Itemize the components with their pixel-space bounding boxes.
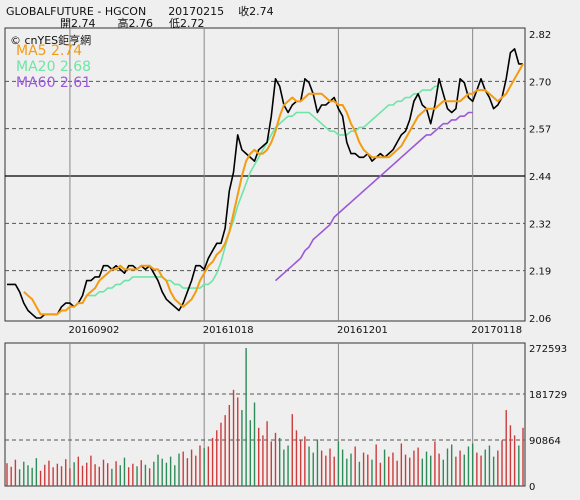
legend-ma60: MA60 2.61	[16, 75, 92, 91]
volume-y-tick-label: 181729	[529, 390, 567, 401]
date-tick-label: 20160902	[68, 325, 119, 336]
legend-ma5: MA5 2.74	[16, 43, 83, 59]
price-y-tick-label: 2.06	[529, 314, 551, 325]
price-y-tick-label: 2.57	[529, 125, 551, 136]
price-line	[7, 48, 523, 319]
ma60-line	[274, 111, 473, 282]
volume-panel-frame	[4, 342, 526, 487]
legend-ma20: MA20 2.68	[16, 59, 92, 75]
high-text: 高2.76	[117, 17, 154, 30]
symbol-text: GLOBALFUTURE - HGCON	[6, 5, 147, 18]
price-y-tick-label: 2.32	[529, 219, 551, 230]
price-y-tick-label: 2.19	[529, 267, 551, 278]
ma20-line	[86, 85, 440, 297]
header-row-2: 開2.74 高2.76 低2.72	[60, 15, 205, 31]
volume-y-tick-label: 0	[529, 482, 535, 493]
header-row-1: GLOBALFUTURE - HGCON 20170215 收2.74	[6, 3, 274, 19]
volume-y-tick-label: 90864	[529, 436, 561, 447]
date-tick-label: 20161018	[203, 325, 254, 336]
price-panel-frame	[4, 27, 526, 322]
price-y-tick-label: 2.70	[529, 77, 551, 88]
open-text: 開2.74	[60, 17, 96, 30]
ma5-line	[23, 63, 524, 316]
watermark-logo: © cnYES鉅亨網	[10, 34, 92, 47]
volume-y-tick-label: 272593	[529, 344, 567, 355]
date-tick-label: 20161201	[337, 325, 388, 336]
price-y-tick-label: 2.44	[529, 172, 551, 183]
low-text: 低2.72	[169, 17, 205, 30]
date-tick-label: 20170118	[471, 325, 522, 336]
date-text: 20170215	[168, 5, 225, 18]
price-y-tick-label: 2.82	[529, 30, 551, 41]
close-text: 收2.74	[238, 5, 274, 18]
